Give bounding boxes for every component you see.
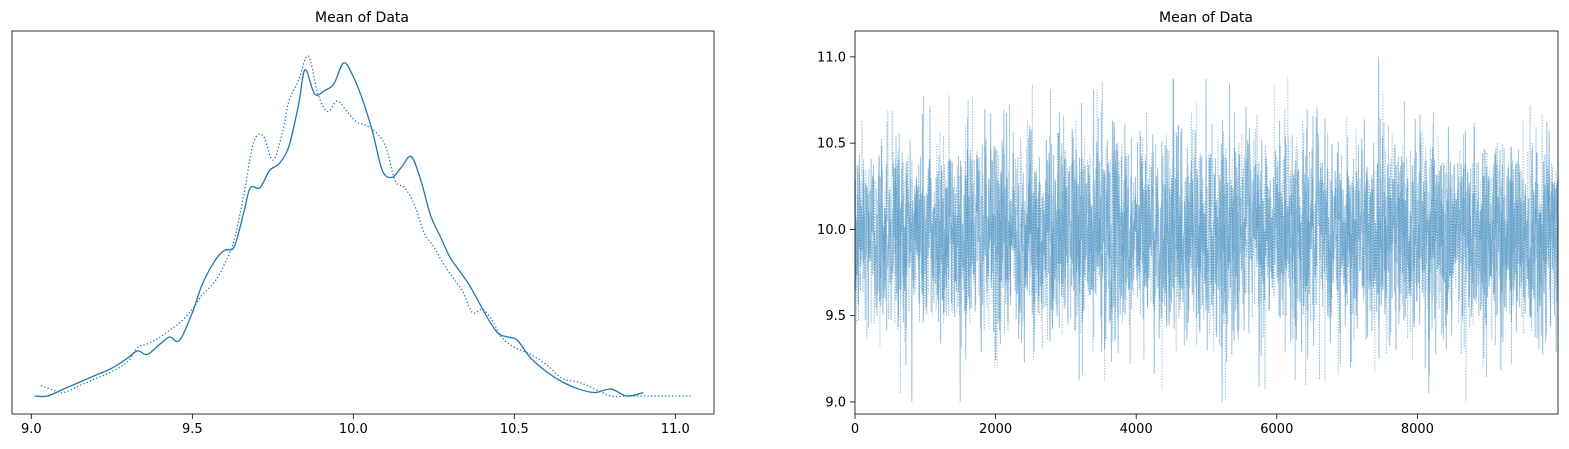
trace-y-tick-label: 9.5 xyxy=(825,309,846,324)
density-x-tick-label: 9.0 xyxy=(21,422,42,437)
trace-x-tick-label: 8000 xyxy=(1401,422,1434,437)
trace-y-tick-label: 11.0 xyxy=(817,50,846,65)
trace-line-dotted xyxy=(855,76,1558,402)
density-axes-frame xyxy=(11,30,715,415)
density-lines xyxy=(34,55,692,398)
trace-x-tick-label: 4000 xyxy=(1120,422,1153,437)
density-x-tick-label: 9.5 xyxy=(182,422,203,437)
trace-y-tick-label: 10.0 xyxy=(817,223,846,238)
density-x-ticks: 9.0 9.5 10.0 10.5 11.0 xyxy=(21,414,690,437)
density-x-tick-label: 10.5 xyxy=(500,422,529,437)
trace-x-tick-label: 6000 xyxy=(1260,422,1293,437)
trace-y-tick-label: 9.0 xyxy=(825,395,846,410)
trace-axes-frame xyxy=(854,30,1559,415)
density-line-dotted xyxy=(40,55,692,398)
density-title: Mean of Data xyxy=(315,10,409,26)
density-line-solid xyxy=(34,62,644,398)
trace-x-tick-label: 2000 xyxy=(979,422,1012,437)
trace-lines xyxy=(855,56,1558,402)
density-x-tick-label: 10.0 xyxy=(339,422,368,437)
density-x-tick-label: 11.0 xyxy=(661,422,690,437)
trace-x-tick-label: 0 xyxy=(851,422,859,437)
trace-y-tick-label: 10.5 xyxy=(817,137,846,152)
trace-title: Mean of Data xyxy=(1159,10,1253,26)
trace-line-solid xyxy=(855,56,1558,402)
trace-y-ticks: 9.0 9.5 10.0 10.5 11.0 xyxy=(817,50,855,410)
density-panel: Mean of Data 9.0 9.5 10.0 10.5 11.0 xyxy=(11,10,715,437)
trace-x-ticks: 0 2000 4000 6000 8000 xyxy=(851,414,1434,437)
trace-panel: Mean of Data 0 2000 4000 6000 8000 9.0 9.5 10.… xyxy=(817,10,1559,437)
